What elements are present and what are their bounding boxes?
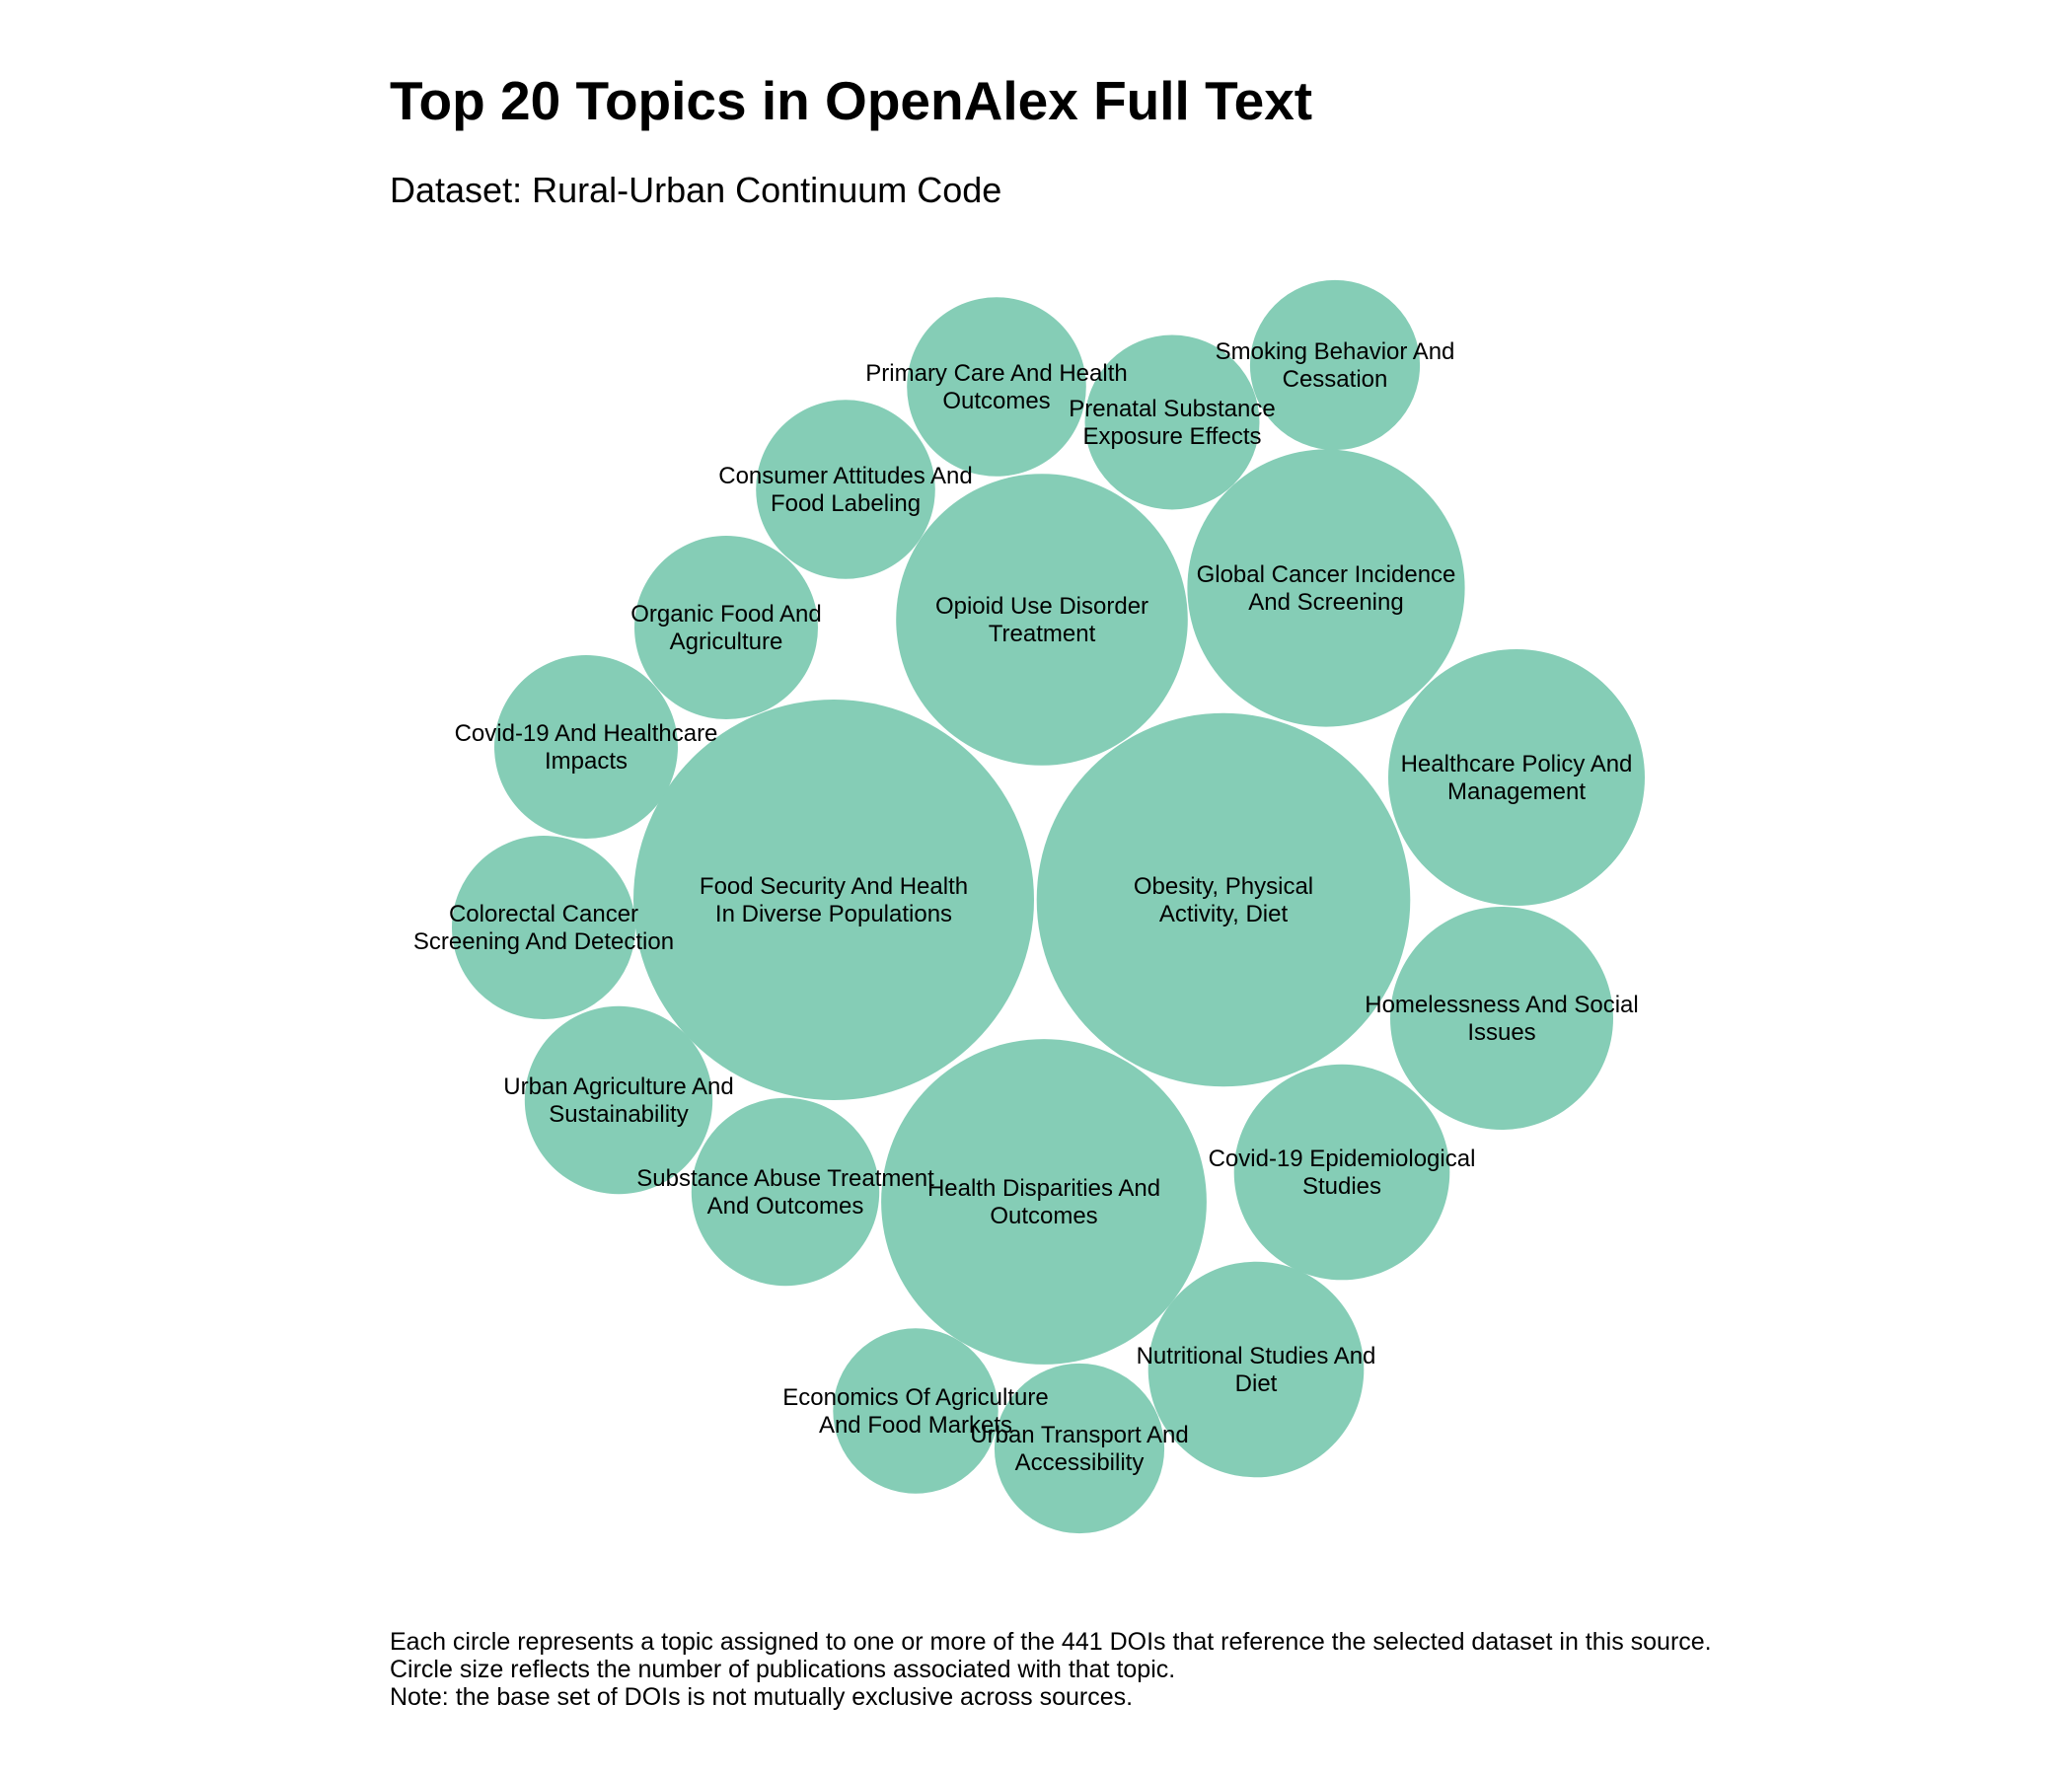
topic-bubble bbox=[1084, 334, 1260, 510]
topic-label-line: Agriculture bbox=[670, 629, 783, 655]
footnote-line-2: Circle size reflects the number of publi… bbox=[390, 1656, 1176, 1683]
topic-label-line: Substance Abuse Treatment bbox=[636, 1165, 934, 1192]
topic-label: Opioid Use Disorder Treatment bbox=[935, 593, 1148, 647]
topic-label: Nutritional Studies And Diet bbox=[1137, 1343, 1376, 1397]
topic-label-line: And Outcomes bbox=[707, 1193, 864, 1220]
topic-bubble bbox=[452, 836, 635, 1019]
topic-label-line: Global Cancer Incidence bbox=[1197, 561, 1456, 588]
topic-label-line: Food Labeling bbox=[771, 490, 921, 517]
topic-label: Prenatal Substance Exposure Effects bbox=[1069, 396, 1275, 450]
topic-label-line: Consumer Attitudes And bbox=[718, 463, 972, 489]
topic-label: Primary Care And Health Outcomes bbox=[865, 360, 1127, 414]
topic-label: Obesity, Physical Activity, Diet bbox=[1134, 873, 1313, 927]
topic-label-line: Activity, Diet bbox=[1159, 901, 1289, 927]
topic-label-line: Economics Of Agriculture bbox=[782, 1384, 1048, 1411]
topic-bubble bbox=[1233, 1064, 1450, 1281]
topic-label: Covid-19 Epidemiological Studies bbox=[1209, 1146, 1476, 1200]
topic-bubble bbox=[1147, 1261, 1365, 1478]
topic-label-line: And Screening bbox=[1248, 589, 1403, 616]
topic-label-line: Organic Food And bbox=[630, 601, 821, 628]
topic-bubble bbox=[756, 400, 935, 579]
topic-bubble bbox=[1388, 649, 1645, 906]
topic-label: Urban Transport And Accessibility bbox=[970, 1422, 1188, 1476]
topic-bubble bbox=[994, 1363, 1165, 1534]
topic-label-line: Cessation bbox=[1283, 366, 1388, 393]
topic-label-line: Outcomes bbox=[942, 388, 1050, 414]
topic-bubble bbox=[633, 700, 1034, 1100]
topic-label: Consumer Attitudes And Food Labeling bbox=[718, 463, 972, 517]
topic-label: Colorectal Cancer Screening And Detection bbox=[413, 901, 674, 955]
topic-bubble bbox=[1187, 449, 1465, 727]
topic-bubble bbox=[907, 297, 1086, 477]
topic-label-line: Treatment bbox=[989, 621, 1096, 647]
topic-bubble bbox=[634, 536, 818, 719]
topic-bubble bbox=[691, 1097, 880, 1287]
topic-label-line: Diet bbox=[1235, 1370, 1278, 1397]
topic-bubble bbox=[881, 1039, 1207, 1365]
topic-label: Economics Of Agriculture And Food Markets bbox=[782, 1384, 1048, 1439]
topic-bubble bbox=[1390, 907, 1613, 1130]
topic-label: Smoking Behavior And Cessation bbox=[1216, 338, 1455, 393]
topic-bubble bbox=[494, 655, 678, 839]
topic-label-line: Issues bbox=[1467, 1019, 1535, 1046]
topic-label: Urban Agriculture And Sustainability bbox=[503, 1073, 733, 1128]
topic-label-line: In Diverse Populations bbox=[715, 901, 952, 927]
topic-bubble bbox=[833, 1328, 999, 1494]
topic-label-line: Exposure Effects bbox=[1083, 423, 1262, 450]
topic-bubble bbox=[524, 1005, 713, 1195]
topic-label-line: Prenatal Substance bbox=[1069, 396, 1275, 422]
topic-label: Global Cancer Incidence And Screening bbox=[1197, 561, 1456, 616]
topic-label-line: Covid-19 And Healthcare bbox=[455, 720, 718, 747]
topic-label-line: Sustainability bbox=[549, 1101, 688, 1128]
topic-label: Substance Abuse Treatment And Outcomes bbox=[636, 1165, 934, 1220]
topic-label-line: Opioid Use Disorder bbox=[935, 593, 1148, 620]
topic-label-line: Primary Care And Health bbox=[865, 360, 1127, 387]
topic-label-line: And Food Markets bbox=[819, 1412, 1012, 1439]
topic-label-line: Covid-19 Epidemiological bbox=[1209, 1146, 1476, 1172]
topic-label-line: Urban Agriculture And bbox=[503, 1073, 733, 1100]
topic-label-line: Nutritional Studies And bbox=[1137, 1343, 1376, 1369]
topic-bubble bbox=[1249, 279, 1421, 451]
topic-label-line: Studies bbox=[1302, 1173, 1381, 1200]
topic-label-line: Outcomes bbox=[990, 1203, 1097, 1229]
footnote-line-1: Each circle represents a topic assigned … bbox=[390, 1628, 1712, 1656]
topic-label: Homelessness And Social Issues bbox=[1365, 992, 1638, 1046]
topic-label: Health Disparities And Outcomes bbox=[927, 1175, 1160, 1229]
topic-label-line: Management bbox=[1447, 778, 1586, 805]
topic-label: Organic Food And Agriculture bbox=[630, 601, 821, 655]
footnote-line-3: Note: the base set of DOIs is not mutual… bbox=[390, 1683, 1134, 1711]
topic-label-line: Smoking Behavior And bbox=[1216, 338, 1455, 365]
topic-label-line: Healthcare Policy And bbox=[1401, 751, 1633, 777]
topic-label-line: Obesity, Physical bbox=[1134, 873, 1313, 900]
topic-label: Covid-19 And Healthcare Impacts bbox=[455, 720, 718, 775]
topic-label-line: Colorectal Cancer bbox=[449, 901, 638, 927]
chart-title: Top 20 Topics in OpenAlex Full Text bbox=[390, 70, 1313, 131]
topic-label-line: Screening And Detection bbox=[413, 928, 674, 955]
footnote: Each circle represents a topic assigned … bbox=[390, 1628, 1712, 1711]
topic-label-line: Urban Transport And bbox=[970, 1422, 1188, 1448]
topic-label: Food Security And Health In Diverse Popul… bbox=[700, 873, 968, 927]
topic-label-line: Health Disparities And bbox=[927, 1175, 1160, 1202]
topic-bubble bbox=[896, 474, 1188, 766]
topic-bubble bbox=[1036, 712, 1411, 1087]
topic-label-line: Food Security And Health bbox=[700, 873, 968, 900]
topic-label-line: Homelessness And Social bbox=[1365, 992, 1638, 1018]
topic-label-line: Impacts bbox=[545, 748, 628, 775]
topic-label: Healthcare Policy And Management bbox=[1401, 751, 1633, 805]
topic-label-line: Accessibility bbox=[1015, 1449, 1145, 1476]
chart-subtitle: Dataset: Rural-Urban Continuum Code bbox=[390, 170, 1002, 210]
